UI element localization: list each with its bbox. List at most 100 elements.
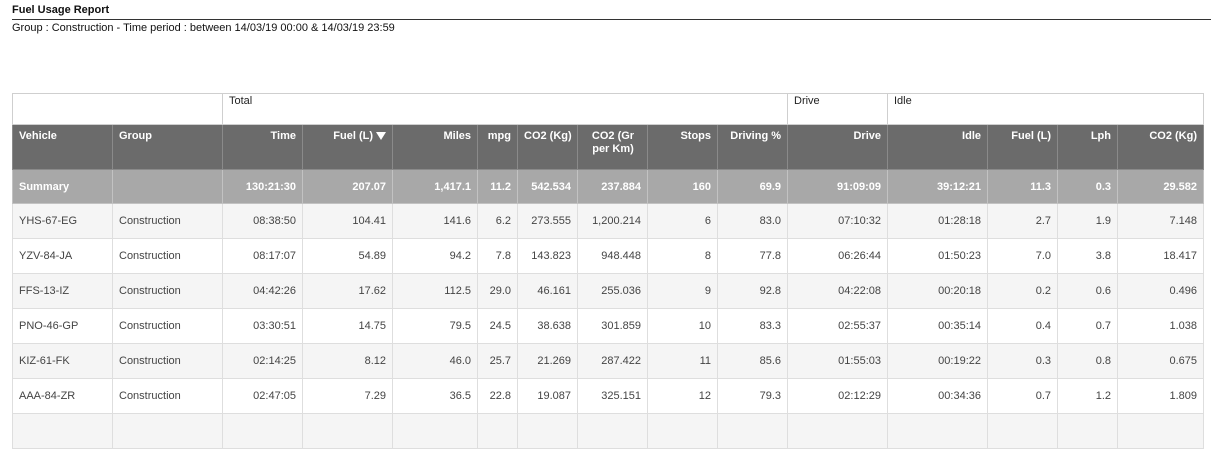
cell-fuel-l: 8.12 <box>302 343 393 379</box>
column-header-stops[interactable]: Stops <box>647 124 718 170</box>
table-row: YZV-84-JA Construction 08:17:07 54.89 94.2 7.… <box>12 238 1204 274</box>
cell-co2-gr-per-km: 1,200.214 <box>577 203 648 239</box>
cell-fuel-l: 7.29 <box>302 378 393 414</box>
cell-vehicle: PNO-46-GP <box>12 308 113 344</box>
cell-miles <box>392 413 478 449</box>
column-header-co2-kg[interactable]: CO2 (Kg) <box>1117 124 1204 170</box>
column-header-idle[interactable]: Idle <box>887 124 988 170</box>
cell-driving <box>717 413 788 449</box>
cell-lph: 0.7 <box>1057 308 1118 344</box>
table-row: KIZ-61-FK Construction 02:14:25 8.12 46.0 25.… <box>12 343 1204 379</box>
cell-time: 130:21:30 <box>222 169 303 204</box>
column-header-label: CO2 (Kg) <box>524 130 572 142</box>
table-row: YHS-67-EG Construction 08:38:50 104.41 141.6… <box>12 203 1204 239</box>
column-header-label: Lph <box>1090 130 1111 142</box>
column-header-fuel-l[interactable]: Fuel (L) <box>302 124 393 170</box>
cell-driving: 69.9 <box>717 169 788 204</box>
cell-group: Construction <box>112 343 223 379</box>
cell-time: 04:42:26 <box>222 273 303 309</box>
cell-fuel-l: 104.41 <box>302 203 393 239</box>
cell-lph <box>1057 413 1118 449</box>
group-header-idle: Idle <box>887 93 1204 125</box>
cell-mpg: 11.2 <box>477 169 518 204</box>
cell-co2-gr-per-km: 255.036 <box>577 273 648 309</box>
column-header-group[interactable]: Group <box>112 124 223 170</box>
cell-group: Construction <box>112 378 223 414</box>
table-row <box>12 413 1204 449</box>
cell-time: 08:38:50 <box>222 203 303 239</box>
cell-mpg <box>477 413 518 449</box>
fuel-usage-table: Total Drive Idle Vehicle Group Time Fuel (L… <box>12 93 1204 449</box>
column-header-co2-kg[interactable]: CO2 (Kg) <box>517 124 578 170</box>
cell-drive: 91:09:09 <box>787 169 888 204</box>
cell-mpg: 22.8 <box>477 378 518 414</box>
column-header-lph[interactable]: Lph <box>1057 124 1118 170</box>
column-header-fuel-l[interactable]: Fuel (L) <box>987 124 1058 170</box>
column-header-label: Driving % <box>730 130 781 142</box>
cell-co2-kg: 273.555 <box>517 203 578 239</box>
column-header-drive[interactable]: Drive <box>787 124 888 170</box>
cell-idle: 00:19:22 <box>887 343 988 379</box>
cell-fuel-l: 14.75 <box>302 308 393 344</box>
column-header-vehicle[interactable]: Vehicle <box>12 124 113 170</box>
cell-co2-kg: 38.638 <box>517 308 578 344</box>
cell-fuel-l: 0.7 <box>987 378 1058 414</box>
cell-drive: 01:55:03 <box>787 343 888 379</box>
cell-co2-gr-per-km: 301.859 <box>577 308 648 344</box>
cell-vehicle: FFS-13-IZ <box>12 273 113 309</box>
column-header-label: Idle <box>962 130 981 142</box>
title-divider <box>12 19 1211 20</box>
cell-co2-kg: 1.038 <box>1117 308 1204 344</box>
table-row: FFS-13-IZ Construction 04:42:26 17.62 112.5 2… <box>12 273 1204 309</box>
column-header-label: Fuel (L) <box>333 130 373 142</box>
cell-miles: 112.5 <box>392 273 478 309</box>
cell-group: Construction <box>112 273 223 309</box>
cell-co2-kg: 29.582 <box>1117 169 1204 204</box>
cell-vehicle: KIZ-61-FK <box>12 343 113 379</box>
column-header-label: CO2 (Gr per Km) <box>591 130 635 155</box>
cell-driving: 83.3 <box>717 308 788 344</box>
cell-co2-gr-per-km: 325.151 <box>577 378 648 414</box>
cell-time: 03:30:51 <box>222 308 303 344</box>
cell-co2-kg: 143.823 <box>517 238 578 274</box>
cell-stops: 9 <box>647 273 718 309</box>
cell-stops: 10 <box>647 308 718 344</box>
column-header-miles[interactable]: Miles <box>392 124 478 170</box>
cell-driving: 85.6 <box>717 343 788 379</box>
cell-group: Construction <box>112 308 223 344</box>
cell-mpg: 24.5 <box>477 308 518 344</box>
cell-co2-gr-per-km <box>577 413 648 449</box>
cell-fuel-l: 7.0 <box>987 238 1058 274</box>
cell-drive: 07:10:32 <box>787 203 888 239</box>
cell-miles: 141.6 <box>392 203 478 239</box>
cell-vehicle: YHS-67-EG <box>12 203 113 239</box>
cell-co2-kg: 0.675 <box>1117 343 1204 379</box>
cell-stops: 6 <box>647 203 718 239</box>
cell-lph: 1.9 <box>1057 203 1118 239</box>
summary-row: Summary 130:21:30 207.07 1,417.1 11.2 542.534… <box>12 169 1204 204</box>
cell-co2-kg: 542.534 <box>517 169 578 204</box>
cell-mpg: 6.2 <box>477 203 518 239</box>
column-header-co2-gr-per-km[interactable]: CO2 (Gr per Km) <box>577 124 648 170</box>
cell-co2-kg: 46.161 <box>517 273 578 309</box>
cell-idle: 00:34:36 <box>887 378 988 414</box>
column-header-row: Vehicle Group Time Fuel (L) Miles mpg CO2 (Kg)… <box>12 124 1204 170</box>
cell-vehicle: YZV-84-JA <box>12 238 113 274</box>
cell-idle: 01:28:18 <box>887 203 988 239</box>
cell-lph: 0.8 <box>1057 343 1118 379</box>
cell-co2-gr-per-km: 948.448 <box>577 238 648 274</box>
cell-group: Construction <box>112 238 223 274</box>
cell-driving: 83.0 <box>717 203 788 239</box>
cell-miles: 94.2 <box>392 238 478 274</box>
cell-co2-kg <box>1117 413 1204 449</box>
column-header-time[interactable]: Time <box>222 124 303 170</box>
cell-fuel-l: 207.07 <box>302 169 393 204</box>
column-header-driving[interactable]: Driving % <box>717 124 788 170</box>
column-header-label: Vehicle <box>19 130 57 142</box>
column-header-label: Stops <box>680 130 711 142</box>
cell-fuel-l: 11.3 <box>987 169 1058 204</box>
column-header-mpg[interactable]: mpg <box>477 124 518 170</box>
column-group-header-row: Total Drive Idle <box>12 93 1204 125</box>
cell-drive: 06:26:44 <box>787 238 888 274</box>
cell-vehicle: AAA-84-ZR <box>12 378 113 414</box>
